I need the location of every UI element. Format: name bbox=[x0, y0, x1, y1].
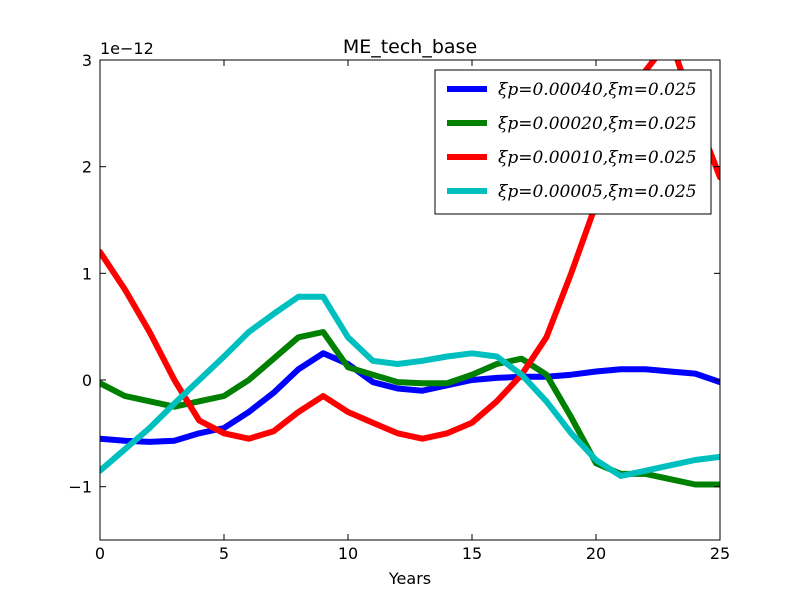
chart-title: ME_tech_base bbox=[343, 36, 477, 58]
series-line-1 bbox=[100, 350, 720, 445]
x-tick-label: 15 bbox=[462, 544, 482, 563]
legend-label-3: ξp=0.00010,ξm=0.025 bbox=[498, 148, 697, 168]
legend-label-2: ξp=0.00020,ξm=0.025 bbox=[498, 114, 697, 134]
y-tick-label: 2 bbox=[82, 158, 92, 177]
x-tick-label: 0 bbox=[95, 544, 105, 563]
legend: ξp=0.00040,ξm=0.025 ξp=0.00020,ξm=0.025 ξp… bbox=[434, 69, 712, 215]
y-tick-label: 0 bbox=[82, 371, 92, 390]
series-line-4 bbox=[100, 293, 720, 479]
y-tick-label: 3 bbox=[82, 51, 92, 70]
x-axis-label: Years bbox=[388, 569, 431, 588]
x-tick-label: 25 bbox=[710, 544, 730, 563]
legend-label-4: ξp=0.00005,ξm=0.025 bbox=[498, 182, 697, 202]
legend-label-1: ξp=0.00040,ξm=0.025 bbox=[498, 80, 697, 100]
y-tick-label: −1 bbox=[68, 478, 92, 497]
y-tick-label: 1 bbox=[82, 264, 92, 283]
x-tick-label: 20 bbox=[586, 544, 606, 563]
plot-area-frame bbox=[99, 59, 721, 541]
x-tick-label: 10 bbox=[338, 544, 358, 563]
y-offset-label: 1e−12 bbox=[100, 39, 154, 58]
x-tick-label: 5 bbox=[219, 544, 229, 563]
series-layer bbox=[100, 60, 720, 488]
ticks-layer: 0 5 10 15 20 25 −1 0 1 2 3 bbox=[68, 51, 730, 563]
